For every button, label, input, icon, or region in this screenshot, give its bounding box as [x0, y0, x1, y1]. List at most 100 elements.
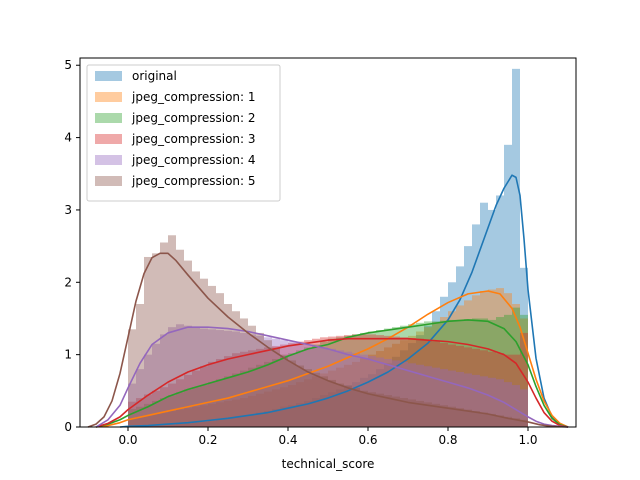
- hist-bar-s4-b14: [240, 332, 248, 427]
- legend-label-5: jpeg_compression: 5: [131, 174, 256, 188]
- hist-bar-s4-b32: [384, 358, 392, 427]
- hist-bar-s0-b30: [368, 374, 376, 427]
- hist-bar-s5-b17: [264, 340, 272, 427]
- hist-bar-s3-b33: [392, 336, 400, 427]
- hist-bar-s0-b47: [504, 144, 512, 427]
- hist-bar-s3-b2: [144, 394, 152, 427]
- hist-bar-s4-b17: [264, 337, 272, 427]
- hist-bar-s3-b32: [384, 335, 392, 427]
- hist-bar-s5-b27: [344, 385, 352, 427]
- hist-bar-s0-b28: [352, 382, 360, 427]
- hist-bar-s2-b13: [232, 373, 240, 427]
- hist-bar-s3-b5: [168, 383, 176, 427]
- hist-bar-s5-b13: [232, 311, 240, 427]
- hist-bar-s3-b9: [200, 366, 208, 427]
- hist-bar-s4-b24: [320, 347, 328, 427]
- hist-bar-s0-b17: [264, 411, 272, 427]
- hist-bar-s4-b26: [336, 350, 344, 427]
- x-tick-label-2: 0.4: [278, 433, 297, 447]
- x-tick-label-3: 0.6: [358, 433, 377, 447]
- hist-bar-s3-b48: [512, 354, 520, 427]
- hist-bar-s1-b43: [472, 295, 480, 427]
- hist-bar-s0-b27: [344, 385, 352, 427]
- hist-bar-s3-b13: [232, 353, 240, 427]
- hist-bar-s1-b31: [376, 351, 384, 427]
- hist-bar-s3-b49: [520, 332, 528, 427]
- hist-bar-s4-b41: [456, 372, 464, 427]
- hist-bar-s0-b29: [360, 377, 368, 427]
- hist-bar-s0-b31: [376, 369, 384, 427]
- hist-bar-s2-b7: [184, 389, 192, 427]
- hist-bar-s0-b34: [400, 350, 408, 427]
- hist-bar-s2-b28: [352, 334, 360, 427]
- hist-bar-s5-b28: [352, 387, 360, 427]
- legend-label-1: jpeg_compression: 1: [131, 90, 256, 104]
- hist-bar-s4-b48: [512, 385, 520, 427]
- hist-bar-s4-b19: [280, 340, 288, 427]
- hist-bar-s3-b1: [136, 398, 144, 427]
- hist-bar-s4-b43: [472, 374, 480, 427]
- hist-bar-s1-b5: [168, 411, 176, 427]
- hist-bar-s5-b22: [304, 369, 312, 427]
- hist-bar-s4-b29: [360, 354, 368, 427]
- hist-bar-s2-b26: [336, 337, 344, 427]
- hist-bar-s1-b9: [200, 405, 208, 427]
- hist-bar-s2-b0: [128, 408, 136, 427]
- hist-bar-s5-b47: [504, 416, 512, 427]
- hist-bar-s2-b38: [432, 321, 440, 427]
- hist-bar-s4-b34: [400, 361, 408, 427]
- hist-bar-s2-b31: [376, 330, 384, 427]
- hist-bar-s4-b18: [272, 338, 280, 427]
- hist-bar-s3-b27: [344, 335, 352, 427]
- hist-bar-s5-b8: [192, 271, 200, 427]
- hist-bar-s4-b4: [160, 334, 168, 427]
- hist-bar-s0-b45: [488, 209, 496, 427]
- x-tick-label-4: 0.8: [438, 433, 457, 447]
- hist-bar-s4-b38: [432, 367, 440, 427]
- hist-bar-s0-b19: [280, 406, 288, 427]
- hist-bar-s4-b15: [248, 334, 256, 427]
- hist-bar-s1-b35: [408, 335, 416, 427]
- hist-bar-s3-b45: [488, 351, 496, 427]
- hist-bar-s0-b13: [232, 417, 240, 427]
- hist-bar-s0-b24: [320, 395, 328, 427]
- y-tick-label-3: 3: [64, 203, 72, 217]
- hist-bar-s5-b29: [360, 390, 368, 427]
- hist-bar-s3-b43: [472, 348, 480, 427]
- hist-bar-s5-b43: [472, 411, 480, 427]
- hist-bar-s3-b40: [448, 344, 456, 427]
- hist-bar-s4-b30: [368, 356, 376, 427]
- hist-bar-s0-b38: [432, 311, 440, 427]
- hist-bar-s1-b6: [176, 409, 184, 427]
- hist-bar-s0-b12: [224, 418, 232, 427]
- hist-bar-s4-b12: [224, 330, 232, 427]
- hist-bar-s5-b38: [432, 403, 440, 427]
- kde-line-4: [95, 326, 569, 428]
- hist-bar-s5-b2: [144, 256, 152, 427]
- hist-bar-s3-b38: [432, 341, 440, 427]
- legend-label-2: jpeg_compression: 2: [131, 111, 256, 125]
- legend-swatch-4: [95, 155, 122, 165]
- hist-bar-s0-b4: [160, 424, 168, 427]
- hist-bar-s1-b38: [432, 322, 440, 427]
- hist-bar-s2-b40: [448, 319, 456, 427]
- hist-bar-s5-b42: [464, 409, 472, 427]
- hist-bar-s3-b21: [296, 341, 304, 427]
- hist-bar-s2-b14: [240, 370, 248, 427]
- hist-bar-s3-b8: [192, 370, 200, 427]
- hist-bar-s2-b27: [344, 335, 352, 427]
- hist-bar-s3-b23: [312, 338, 320, 427]
- hist-bar-s2-b23: [312, 344, 320, 427]
- hist-bar-s0-b44: [480, 202, 488, 427]
- hist-bar-s5-b34: [400, 398, 408, 427]
- hist-bar-s4-b16: [256, 335, 264, 427]
- hist-bar-s5-b23: [312, 372, 320, 427]
- hist-bar-s2-b46: [496, 317, 504, 427]
- hist-bar-s2-b20: [288, 353, 296, 427]
- y-tick-label-2: 2: [64, 275, 72, 289]
- hist-bar-s5-b6: [176, 249, 184, 427]
- hist-bar-s5-b10: [208, 285, 216, 427]
- hist-bar-s2-b35: [408, 324, 416, 427]
- y-tick-label-5: 5: [64, 58, 72, 72]
- hist-bar-s2-b37: [424, 321, 432, 427]
